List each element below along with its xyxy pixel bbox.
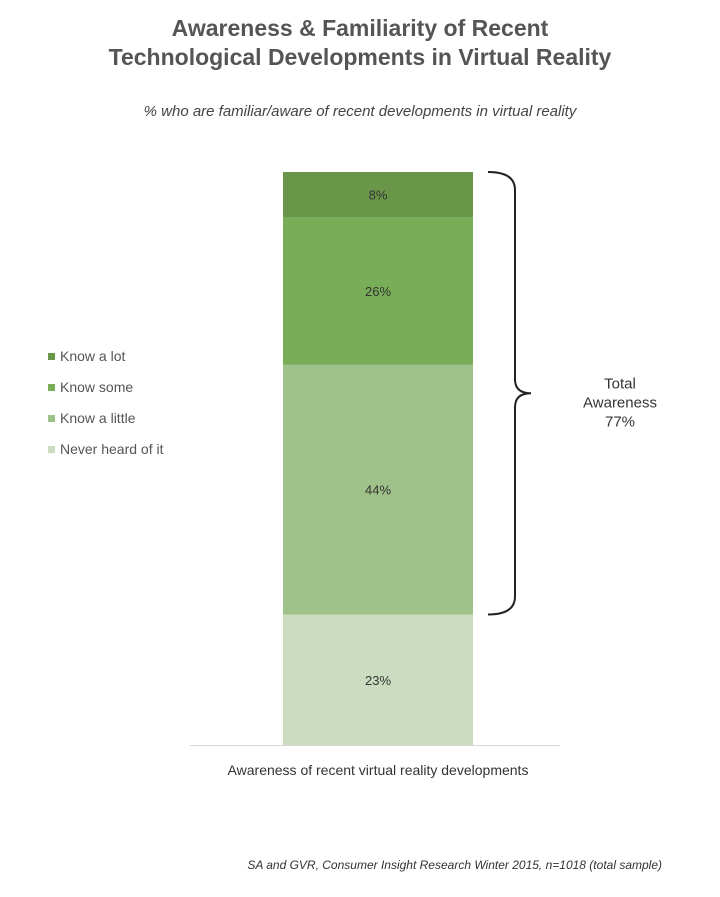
data-label-never-heard-of-it: 23% — [365, 673, 391, 688]
annotation-line-3: 77% — [605, 413, 635, 430]
chart-title-line-2: Technological Developments in Virtual Re… — [108, 44, 612, 70]
annotation-line-1: Total — [604, 375, 636, 392]
legend-swatch-know-a-little — [48, 415, 55, 422]
data-label-know-a-little: 44% — [365, 483, 391, 498]
x-axis-label: Awareness of recent virtual reality deve… — [228, 762, 529, 778]
legend-label-know-some: Know some — [60, 379, 133, 395]
bar-segment-know-some — [283, 217, 473, 365]
legend-label-know-a-little: Know a little — [60, 410, 136, 426]
bar-segment-know-a-little — [283, 364, 473, 615]
data-label-know-a-lot: 8% — [369, 188, 388, 203]
total-awareness-bracket — [487, 171, 532, 616]
bar-segment-never-heard-of-it — [283, 614, 473, 745]
legend-label-know-a-lot: Know a lot — [60, 348, 125, 364]
legend-swatch-know-some — [48, 384, 55, 391]
annotation-line-2: Awareness — [583, 394, 657, 411]
legend-label-never-heard-of-it: Never heard of it — [60, 441, 164, 457]
source-note: SA and GVR, Consumer Insight Research Wi… — [247, 858, 662, 872]
chart-subtitle: % who are familiar/aware of recent devel… — [143, 103, 577, 120]
chart-title-line-1: Awareness & Familiarity of Recent — [171, 15, 549, 41]
legend-swatch-never-heard-of-it — [48, 446, 55, 453]
data-label-know-some: 26% — [365, 284, 391, 299]
legend-swatch-know-a-lot — [48, 353, 55, 360]
bar-segment-know-a-lot — [283, 172, 473, 218]
chart-title: Awareness & Familiarity of Recent Techno… — [0, 14, 720, 72]
